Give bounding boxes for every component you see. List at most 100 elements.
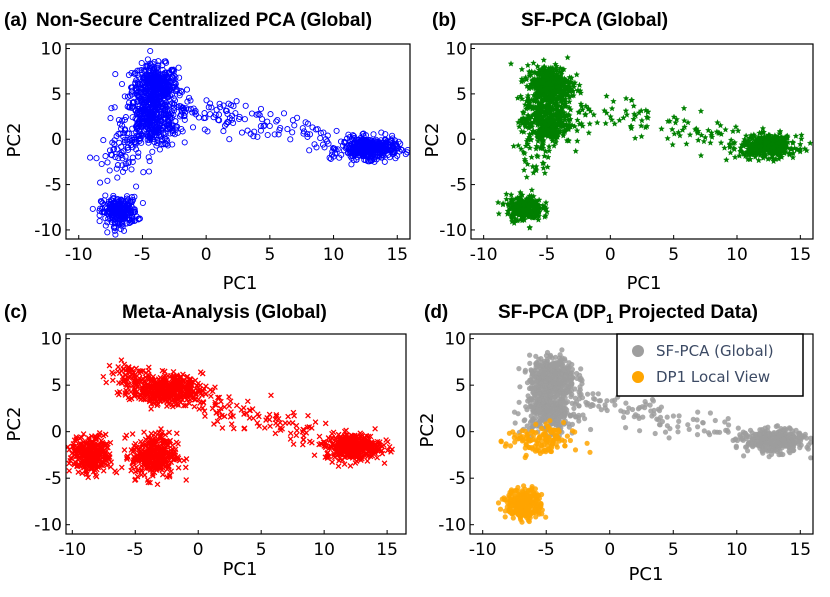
- data-point: [792, 132, 800, 139]
- data-point: [508, 191, 515, 198]
- data-point: [241, 116, 248, 123]
- data-point: [233, 98, 240, 105]
- data-point: [97, 179, 104, 186]
- data-point: [503, 190, 510, 197]
- data-point: [223, 120, 230, 127]
- data-point: [141, 429, 147, 436]
- data-point: [637, 122, 645, 129]
- data-point: [200, 388, 207, 394]
- data-point: [189, 124, 197, 131]
- x-tick-label: 5: [668, 245, 679, 265]
- data-point: [539, 144, 547, 152]
- data-point: [368, 441, 374, 447]
- data-point: [129, 154, 136, 161]
- data-point: [130, 98, 137, 105]
- data-point: [71, 437, 78, 444]
- data-point: [526, 121, 534, 129]
- panel-c-xlabel: PC1: [223, 559, 258, 580]
- data-point: [106, 167, 113, 174]
- data-point: [374, 454, 381, 461]
- data-point: [268, 392, 274, 399]
- data-point: [273, 411, 280, 418]
- data-point: [136, 117, 143, 124]
- data-point: [309, 124, 316, 131]
- data-point: [384, 146, 391, 153]
- data-point: [157, 434, 164, 440]
- data-point: [211, 421, 217, 427]
- data-point: [118, 149, 125, 156]
- data-point: [359, 131, 366, 138]
- data-point: [167, 130, 174, 137]
- data-point: [228, 421, 235, 427]
- data-point: [555, 83, 562, 90]
- data-point: [164, 142, 171, 149]
- data-point: [535, 216, 542, 223]
- data-point: [264, 118, 271, 125]
- data-point: [163, 69, 170, 76]
- data-point: [250, 415, 257, 422]
- data-point: [608, 105, 616, 112]
- data-point: [228, 409, 234, 415]
- data-point: [115, 116, 122, 124]
- data-point: [638, 117, 646, 124]
- data-point: [115, 199, 122, 206]
- data-point: [186, 400, 193, 407]
- data-point: [557, 123, 564, 130]
- data-point: [532, 145, 540, 152]
- data-point: [365, 144, 372, 151]
- data-point: [128, 467, 135, 474]
- data-point: [522, 123, 529, 130]
- data-point: [558, 107, 565, 114]
- data-point: [176, 113, 184, 120]
- data-point: [116, 388, 123, 395]
- data-point: [119, 155, 126, 162]
- data-point: [579, 106, 586, 113]
- data-point: [124, 456, 130, 463]
- data-point: [92, 453, 98, 459]
- data-point: [360, 130, 367, 137]
- data-point: [548, 75, 555, 82]
- data-point: [672, 119, 679, 126]
- data-point: [308, 425, 315, 431]
- data-point: [158, 380, 164, 387]
- data-point: [778, 133, 785, 140]
- data-point: [348, 144, 355, 151]
- data-point: [574, 87, 582, 94]
- data-point: [147, 479, 153, 486]
- data-point: [212, 401, 218, 408]
- data-point: [219, 425, 226, 431]
- x-tick-label: -10: [58, 540, 86, 560]
- data-point: [749, 135, 756, 142]
- data-point: [127, 389, 134, 395]
- data-point: [285, 413, 291, 420]
- data-point: [519, 191, 526, 198]
- data-point: [146, 134, 154, 141]
- data-point: [175, 464, 182, 471]
- data-point: [149, 101, 156, 108]
- data-point: [187, 97, 194, 104]
- data-point: [119, 217, 126, 224]
- data-point: [708, 133, 716, 140]
- data-point: [397, 140, 404, 147]
- y-tick-label: 10: [445, 40, 467, 60]
- panel-b-ylabel: PC2: [422, 123, 443, 158]
- data-point: [176, 102, 183, 110]
- data-point: [287, 430, 294, 437]
- data-point: [539, 65, 547, 72]
- data-point: [586, 120, 593, 127]
- data-point: [668, 126, 676, 133]
- data-point: [140, 169, 147, 176]
- data-point: [530, 203, 537, 210]
- data-point: [240, 405, 247, 411]
- data-point: [170, 104, 178, 112]
- data-point: [154, 481, 161, 488]
- data-point: [404, 146, 410, 154]
- data-point: [518, 66, 526, 73]
- data-point: [213, 409, 220, 416]
- data-point: [159, 137, 166, 144]
- x-tick-label: 15: [376, 540, 398, 560]
- data-point: [527, 71, 535, 78]
- data-point: [142, 396, 149, 403]
- data-point: [216, 100, 223, 107]
- data-point: [165, 119, 172, 126]
